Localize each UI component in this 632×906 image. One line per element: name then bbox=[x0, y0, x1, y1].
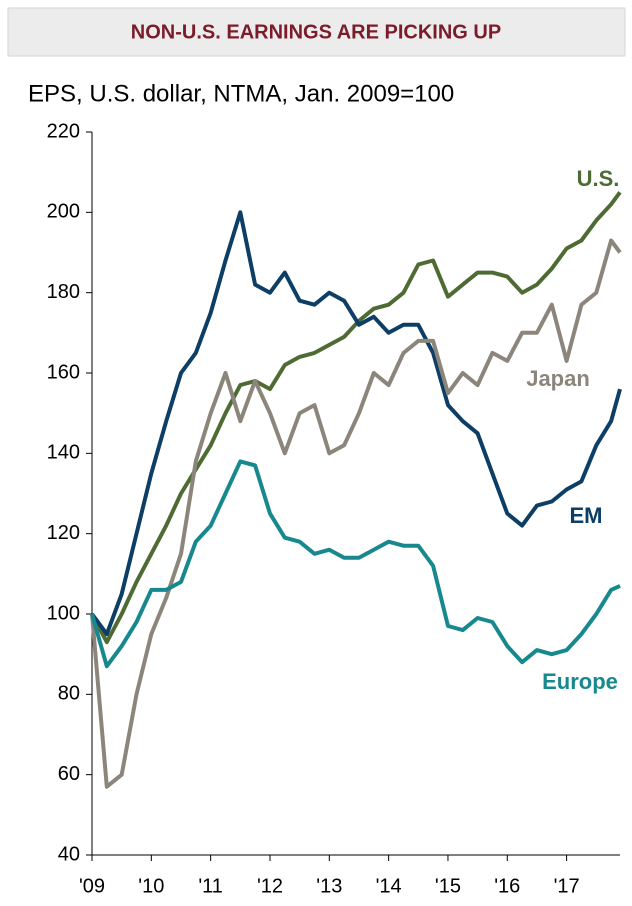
y-tick-label: 40 bbox=[58, 843, 80, 865]
series-label: U.S. bbox=[577, 166, 620, 191]
series-line bbox=[90, 238, 622, 789]
y-tick-label: 180 bbox=[47, 281, 80, 303]
x-tick-label: '15 bbox=[435, 875, 461, 897]
y-tick-label: 140 bbox=[47, 442, 80, 464]
y-tick-label: 120 bbox=[47, 522, 80, 544]
x-tick-label: '12 bbox=[257, 875, 283, 897]
series-line bbox=[90, 191, 622, 645]
series-line bbox=[90, 210, 622, 637]
y-tick-label: 220 bbox=[47, 120, 80, 142]
x-tick-label: '09 bbox=[79, 875, 105, 897]
y-tick-label: 60 bbox=[58, 763, 80, 785]
y-tick-label: 160 bbox=[47, 361, 80, 383]
y-tick-label: 80 bbox=[58, 683, 80, 705]
series-label: Europe bbox=[542, 669, 618, 694]
x-tick-label: '17 bbox=[554, 875, 580, 897]
y-tick-label: 200 bbox=[47, 201, 80, 223]
y-tick-label: 100 bbox=[47, 602, 80, 624]
x-tick-label: '13 bbox=[316, 875, 342, 897]
x-tick-label: '14 bbox=[376, 875, 402, 897]
chart-title: NON-U.S. EARNINGS ARE PICKING UP bbox=[131, 21, 501, 43]
x-tick-label: '16 bbox=[494, 875, 520, 897]
x-tick-label: '10 bbox=[138, 875, 164, 897]
series-label: EM bbox=[570, 503, 603, 528]
chart-subtitle: EPS, U.S. dollar, NTMA, Jan. 2009=100 bbox=[28, 80, 454, 107]
series-label: Japan bbox=[526, 366, 590, 391]
series-line bbox=[90, 459, 621, 669]
x-tick-label: '11 bbox=[198, 875, 223, 897]
title-banner bbox=[7, 7, 626, 57]
